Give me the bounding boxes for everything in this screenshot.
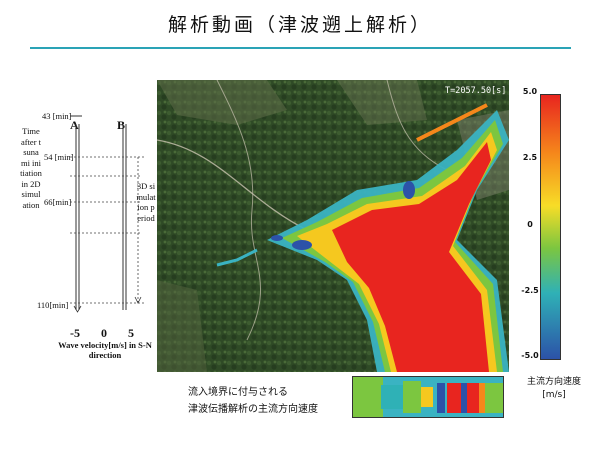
timeline-graphic [70, 115, 145, 313]
arrow-end-b [134, 296, 142, 304]
simulation-timestamp: T=2057.50[s] [445, 86, 507, 96]
colorbar-unit: [m/s] [542, 390, 566, 400]
time-label-110: 110[min] [37, 300, 69, 310]
inundation-core [332, 142, 491, 372]
inflow-boundary-strip [352, 376, 504, 418]
road [386, 79, 448, 171]
low-velocity-pocket [271, 235, 283, 241]
tributary [416, 103, 488, 142]
terrain-patch [157, 280, 207, 372]
arrow-end-a [73, 305, 82, 313]
colorbar-tick-min: -5.0 [521, 351, 539, 360]
colorbar-tick-2-5: 2.5 [522, 153, 538, 162]
low-velocity-pocket [292, 240, 312, 250]
velocity-colorbar [540, 94, 561, 360]
slide-title: 解析動画（津波遡上解析） [167, 14, 432, 36]
low-velocity-pocket [403, 181, 415, 199]
caption-line-1: 流入境界に付与される [188, 387, 288, 398]
caption-line-2: 津波伝播解析の主流方向速度 [188, 404, 318, 415]
colorbar-tick-max: 5.0 [522, 87, 538, 96]
colorbar-title: 主流方向速度 [526, 377, 581, 387]
colorbar-label: 主流方向速度 [m/s] [514, 376, 594, 402]
3d-period-label: 3D simulation period [136, 181, 156, 223]
point-b-label: B [117, 118, 126, 132]
tributary [216, 248, 258, 267]
point-a-label: A [70, 118, 79, 132]
colorbar-tick-neg2-5: -2.5 [521, 286, 539, 295]
time-label-43: 43 [min] [42, 111, 72, 121]
terrain-patch [157, 80, 287, 125]
boundary-caption: 流入境界に付与される 津波伝播解析の主流方向速度 [188, 384, 318, 418]
road [216, 79, 261, 341]
velocity-axis-label: Wave velocity[m/s] in S-N direction [58, 340, 152, 360]
simulation-frame [156, 79, 509, 372]
title-underline [30, 47, 571, 49]
time-axis-label: Time after tsunami initiation in 2D simu… [20, 126, 42, 210]
colorbar-tick-0: 0 [527, 220, 533, 229]
terrain-patch [337, 80, 427, 125]
velocity-tick-0: 0 [101, 326, 107, 340]
time-label-54: 54 [min] [44, 152, 74, 162]
velocity-tick-5: 5 [128, 326, 134, 340]
simulation-map [156, 79, 509, 372]
time-label-66: 66[min] [44, 197, 72, 207]
velocity-tick-neg5: -5 [70, 326, 80, 340]
